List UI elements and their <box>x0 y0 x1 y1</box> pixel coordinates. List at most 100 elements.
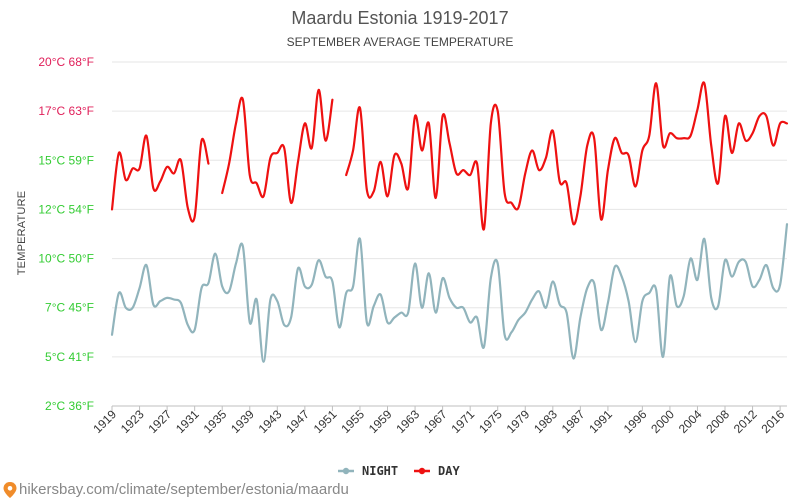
night-data-point <box>414 263 416 265</box>
day-data-point <box>228 163 230 165</box>
day-data-point <box>325 140 327 142</box>
legend-night-label: NIGHT <box>362 464 398 478</box>
day-data-point <box>628 155 630 157</box>
day-data-point <box>421 150 423 152</box>
night-data-point <box>648 292 650 294</box>
map-pin-icon <box>3 482 17 498</box>
x-tick-label: 1943 <box>256 407 285 436</box>
night-data-point <box>697 279 699 281</box>
day-data-point <box>235 123 237 125</box>
night-data-point <box>621 276 623 278</box>
night-data-point <box>559 304 561 306</box>
legend-item-night[interactable]: NIGHT <box>338 464 398 478</box>
night-data-point <box>421 307 423 309</box>
day-data-point <box>683 137 685 139</box>
day-data-point <box>607 169 609 171</box>
night-data-point <box>153 304 155 306</box>
day-data-point <box>166 166 168 168</box>
y-axis-label: TEMPERATURE <box>16 191 28 276</box>
day-data-point <box>414 115 416 117</box>
day-data-point <box>621 152 623 154</box>
night-data-point <box>731 276 733 278</box>
plot-area: 2°C 36°F 5°C 41°F 7°C 45°F 10°C 50°F 12°C 54… <box>38 55 789 436</box>
day-data-point <box>704 82 706 84</box>
day-data-point <box>277 152 279 154</box>
x-tick-label: 1991 <box>586 407 615 436</box>
night-data-point <box>552 281 554 283</box>
x-tick-label: 1935 <box>201 407 230 436</box>
day-data-point <box>559 181 561 183</box>
day-data-point <box>201 140 203 142</box>
night-data-point <box>311 284 313 286</box>
day-data-point <box>655 82 657 84</box>
day-data-point <box>614 137 616 139</box>
day-data-point <box>297 161 299 163</box>
legend-night-marker <box>342 467 350 475</box>
night-data-point <box>380 294 382 296</box>
day-data-point <box>139 168 141 170</box>
night-data-point <box>607 302 609 304</box>
day-data-point <box>380 161 382 163</box>
night-data-point <box>683 295 685 297</box>
night-data-point <box>462 307 464 309</box>
y-tick-label: 5°C 41°F <box>45 350 94 364</box>
day-data-point <box>373 191 375 193</box>
legend-item-day[interactable]: DAY <box>414 464 460 478</box>
day-data-point <box>724 115 726 117</box>
night-data-point <box>359 238 361 240</box>
day-data-point <box>318 89 320 91</box>
day-data-point <box>159 181 161 183</box>
night-data-point <box>476 317 478 319</box>
day-data-point <box>648 135 650 137</box>
day-data-point <box>772 145 774 147</box>
day-data-point <box>690 135 692 137</box>
night-data-point <box>628 300 630 302</box>
x-tick-label: 2004 <box>676 407 705 436</box>
day-data-point <box>263 196 265 198</box>
day-data-point <box>345 174 347 176</box>
source-url-link[interactable]: hikersbay.com/climate/september/estonia/… <box>19 481 349 498</box>
night-data-point <box>270 299 272 301</box>
night-data-point <box>373 305 375 307</box>
night-data-point <box>256 299 258 301</box>
y-tick-label: 2°C 36°F <box>45 399 94 413</box>
night-data-point <box>690 258 692 260</box>
night-data-point <box>573 358 575 360</box>
legend-day-marker <box>418 467 426 475</box>
night-data-point <box>283 324 285 326</box>
night-data-point <box>752 286 754 288</box>
x-tick-label: 1919 <box>90 407 119 436</box>
day-data-point <box>173 173 175 175</box>
day-data-point <box>600 218 602 220</box>
y-tick-label: 7°C 45°F <box>45 301 94 315</box>
night-data-point <box>194 329 196 331</box>
night-data-point <box>277 300 279 302</box>
day-data-point <box>111 209 113 211</box>
day-data-point <box>442 115 444 117</box>
map-pin-hole <box>7 486 13 491</box>
x-tick-label: 2000 <box>648 407 677 436</box>
day-data-point <box>400 163 402 165</box>
day-series-line <box>345 81 789 231</box>
x-tick-label: 2012 <box>731 407 760 436</box>
night-data-point <box>655 289 657 291</box>
night-data-point <box>456 307 458 309</box>
source-footer[interactable]: hikersbay.com/climate/september/estonia/… <box>3 481 349 498</box>
night-data-point <box>290 317 292 319</box>
x-tick-label: 1927 <box>145 407 174 436</box>
day-data-point <box>669 132 671 134</box>
x-tick-label: 1931 <box>173 407 202 436</box>
night-data-point <box>394 317 396 319</box>
night-data-point <box>524 312 526 314</box>
day-data-point <box>580 196 582 198</box>
night-data-point <box>173 299 175 301</box>
day-data-point <box>538 169 540 171</box>
night-data-point <box>600 329 602 331</box>
x-tick-label: 2016 <box>758 407 787 436</box>
day-data-point <box>456 173 458 175</box>
day-data-point <box>359 107 361 109</box>
night-data-point <box>352 286 354 288</box>
day-data-point <box>125 179 127 181</box>
day-data-point <box>242 99 244 101</box>
day-data-point <box>593 137 595 139</box>
